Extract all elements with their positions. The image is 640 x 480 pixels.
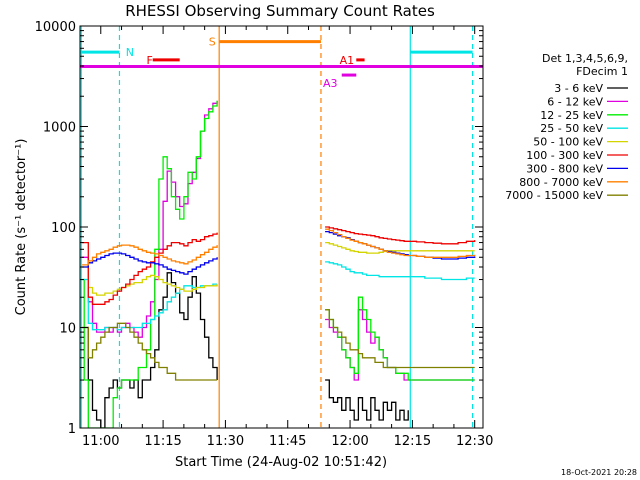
legend-header: Det 1,3,4,5,6,9,: [542, 52, 628, 65]
flag-label: S: [209, 36, 216, 49]
series-line: [325, 379, 409, 421]
flag-label: N: [126, 46, 134, 59]
flag-label: F: [146, 54, 152, 67]
series-line: [82, 100, 218, 428]
chart-title: RHESSI Observing Summary Count Rates: [125, 2, 435, 20]
y-tick-label: 10: [59, 322, 76, 337]
series-line: [82, 100, 218, 338]
series-line: [325, 241, 475, 254]
series-line: [325, 226, 476, 245]
series-line: [82, 322, 218, 381]
legend-entry-label: 7000 - 15000 keV: [505, 189, 603, 202]
legend-entry-label: 12 - 25 keV: [540, 109, 603, 122]
legend-entry-label: 100 - 300 keV: [526, 149, 603, 162]
x-tick-label: 11:30: [207, 434, 244, 449]
legend-entry-label: 300 - 800 keV: [526, 162, 603, 175]
legend-entry-label: 6 - 12 keV: [547, 95, 603, 108]
y-tick-label: 1000: [43, 121, 76, 136]
series-line: [325, 261, 475, 281]
series-line: [325, 309, 475, 381]
legend-header: FDecim 1: [576, 65, 628, 78]
series-line: [325, 296, 475, 381]
flag-label: A3: [323, 77, 338, 90]
series-layer: [82, 100, 476, 428]
series-line: [82, 232, 218, 305]
x-tick-label: 11:00: [82, 434, 119, 449]
series-line: [82, 266, 218, 296]
x-axis-label: Start Time (24-Aug-02 10:51:42): [175, 455, 387, 470]
series-line: [82, 278, 218, 331]
x-tick-label: 11:15: [144, 434, 181, 449]
y-axis: 1 10 100 1000 10000: [35, 20, 483, 437]
y-tick-label: 100: [51, 221, 76, 236]
x-tick-label: 12:30: [456, 434, 493, 449]
y-tick-label: 1: [68, 422, 76, 437]
y-axis-label: Count Rate (s⁻¹ detector⁻¹): [14, 139, 29, 316]
x-axis: 11:00 11:15 11:30 11:45 12:00 12:15 12:30: [79, 26, 493, 449]
series-line: [325, 309, 475, 369]
legend-entry-label: 3 - 6 keV: [554, 82, 603, 95]
footer-date: 18-Oct-2021 20:28: [561, 468, 637, 477]
time-markers: [80, 26, 474, 428]
x-tick-label: 11:45: [269, 434, 306, 449]
legend-entry-label: 25 - 50 keV: [540, 122, 603, 135]
flag-label: A1: [340, 54, 355, 67]
series-line: [325, 228, 476, 258]
legend-entry-label: 800 - 7000 keV: [519, 176, 603, 189]
legend-entry-label: 50 - 100 keV: [533, 136, 603, 149]
x-tick-label: 12:15: [394, 434, 431, 449]
series-line: [82, 244, 218, 266]
y-tick-label: 10000: [35, 20, 76, 35]
x-tick-label: 12:00: [331, 434, 368, 449]
series-line: [82, 252, 218, 275]
